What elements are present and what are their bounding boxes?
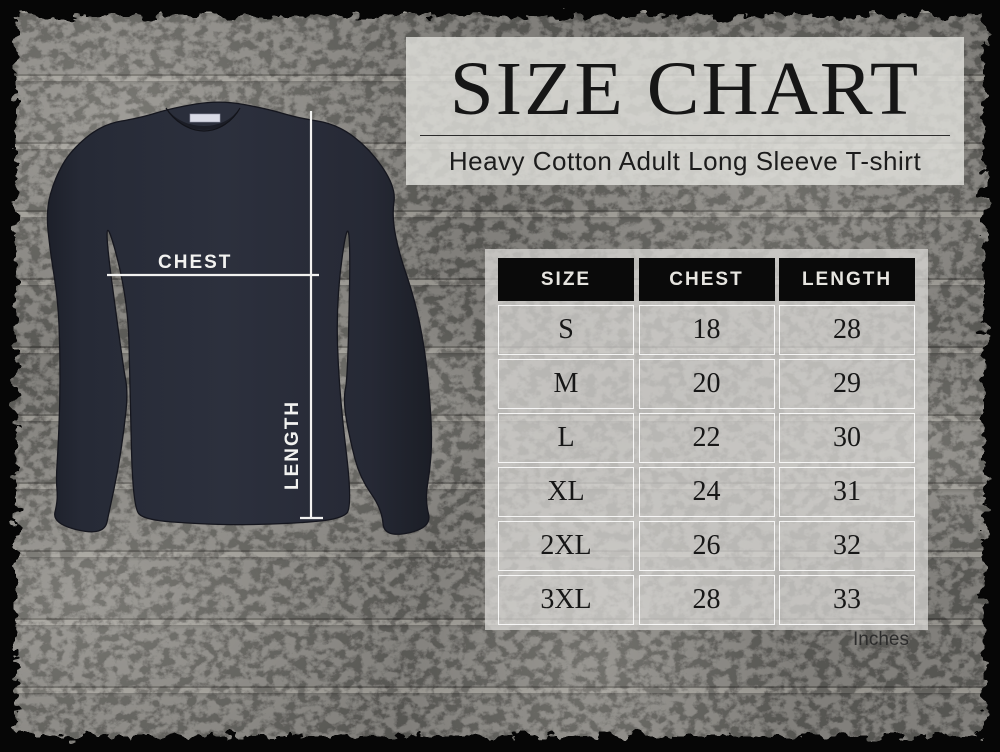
svg-text:LENGTH: LENGTH xyxy=(282,400,303,490)
svg-text:CHEST: CHEST xyxy=(158,252,232,273)
